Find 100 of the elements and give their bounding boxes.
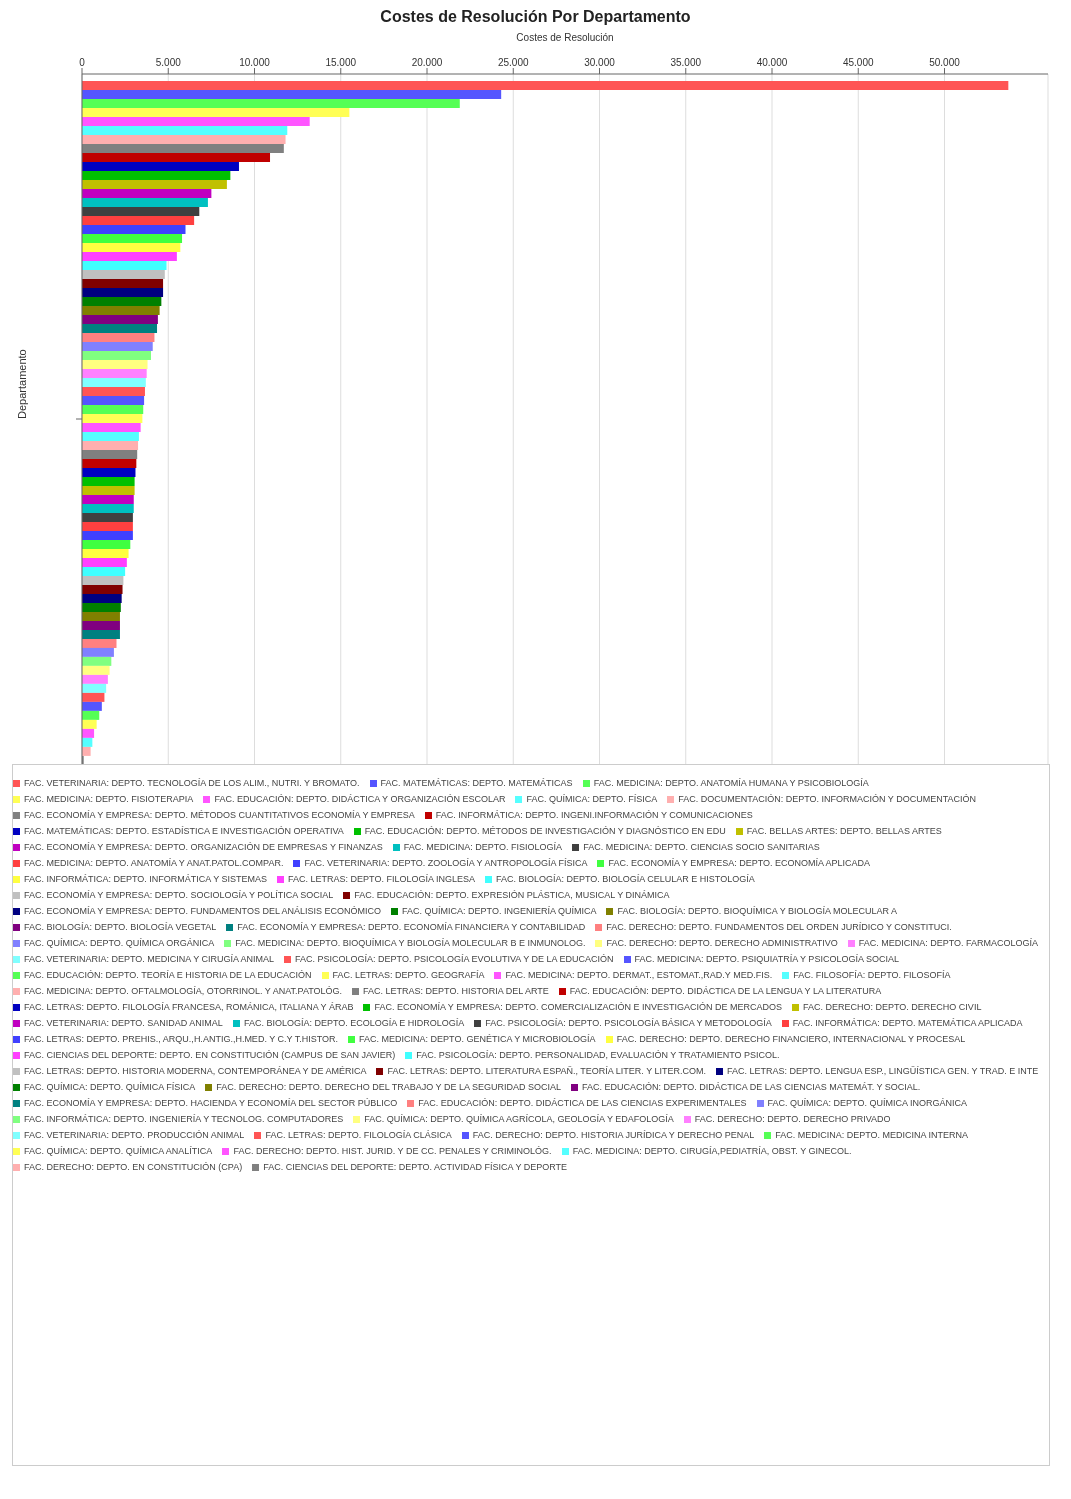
bar [82,458,137,468]
legend-label: FAC. ECONOMÍA Y EMPRESA: DEPTO. FUNDAMENTOS DEL ANÁLISIS ECONÓMICO [24,906,382,916]
bar [82,656,112,666]
legend-label: FAC. CIENCIAS DEL DEPORTE: DEPTO. EN CONSTITUCIÓN (CAMPUS DE SAN JAVIER) [24,1050,396,1060]
legend-label: FAC. ECONOMÍA Y EMPRESA: DEPTO. ORGANIZACIÓN DE EMPRESAS Y FINANZAS [24,842,383,852]
bar [82,476,135,486]
legend-label: FAC. EDUCACIÓN: DEPTO. DIDÁCTICA DE LAS CIENCIAS EXPERIMENTALES [418,1098,747,1108]
legend-label: FAC. LETRAS: DEPTO. LITERATURA ESPAÑ., TEORÍA LITER. Y LITER.COM. [387,1066,707,1076]
legend-label: FAC. CIENCIAS DEL DEPORTE: DEPTO. ACTIVIDAD FÍSICA Y DEPORTE [263,1162,568,1172]
x-tick-label: 50.000 [929,57,961,68]
legend-label: FAC. VETERINARIA: DEPTO. TECNOLOGÍA DE LOS ALIM., NUTRI. Y BROMATO. [24,778,360,788]
bar [82,170,231,180]
bar [82,494,134,504]
legend-label: FAC. QUÍMICA: DEPTO. QUÍMICA ORGÁNICA [24,938,215,948]
x-tick-label: 10.000 [239,57,271,68]
legend-label: FAC. MEDICINA: DEPTO. OFTALMOLOGÍA, OTORRINOL. Y ANAT.PATOLÓG. [24,986,343,996]
legend-label: FAC. QUÍMICA: DEPTO. QUÍMICA ANALÍTICA [24,1146,213,1156]
bar [82,251,177,261]
bar [82,728,95,738]
legend-label: FAC. ECONOMÍA Y EMPRESA: DEPTO. ECONOMÍA APLICADA [608,858,871,868]
bar [82,89,502,99]
bar [82,746,91,756]
bar [82,638,117,648]
legend-label: FAC. MATEMÁTICAS: DEPTO. MATEMÁTICAS [380,778,573,788]
bar [82,134,286,144]
legend-label: FAC. EDUCACIÓN: DEPTO. DIDÁCTICA DE LAS CIENCIAS MATEMÁT. Y SOCIAL. [581,1082,921,1092]
bar [82,233,183,243]
legend-label: FAC. MEDICINA: DEPTO. PSIQUIATRÍA Y PSICOLOGÍA SOCIAL [634,954,899,964]
legend-label: FAC. QUÍMICA: DEPTO. INGENIERÍA QUÍMICA [402,906,597,916]
bar [82,710,100,720]
legend-label: FAC. MEDICINA: DEPTO. ANATOMÍA Y ANAT.PATOL.COMPAR. [24,858,284,868]
bar [82,431,139,441]
x-tick-label: 35.000 [670,57,702,68]
bar [82,422,141,432]
bar [82,143,284,153]
legend-label: FAC. BIOLOGÍA: DEPTO. BIOQUÍMICA Y BIOLOGÍA MOLECULAR A [617,906,898,916]
bar [82,503,134,513]
legend-label: FAC. BIOLOGÍA: DEPTO. BIOLOGÍA CELULAR E HISTOLOGÍA [495,874,755,884]
legend-label: FAC. MATEMÁTICAS: DEPTO. ESTADÍSTICA E INVESTIGACIÓN OPERATIVA [24,826,344,836]
x-tick-label: 25.000 [497,57,529,68]
x-tick-label: 30.000 [584,57,616,68]
bar [82,413,143,423]
x-tick-label: 5.000 [155,57,182,68]
legend-label: FAC. MEDICINA: DEPTO. CIENCIAS SOCIO SANITARIAS [583,842,820,852]
bar [82,359,148,369]
legend-label: FAC. MEDICINA: DEPTO. BIOQUÍMICA Y BIOLOGÍA MOLECULAR B E INMUNOLOG. [235,938,586,948]
legend-label: FAC. FILOSOFÍA: DEPTO. FILOSOFÍA [793,970,951,980]
x-tick-label: 15.000 [325,57,357,68]
legend-label: FAC. INFORMÁTICA: DEPTO. INFORMÁTICA Y SISTEMAS [24,874,268,884]
legend-label: FAC. EDUCACIÓN: DEPTO. TEORÍA E HISTORIA DE LA EDUCACIÓN [24,970,312,980]
legend-label: FAC. ECONOMÍA Y EMPRESA: DEPTO. COMERCIALIZACIÓN E INVESTIGACIÓN DE MERCADOS [374,1002,783,1012]
legend-label: FAC. EDUCACIÓN: DEPTO. DIDÁCTICA Y ORGANIZACIÓN ESCOLAR [214,794,506,804]
legend-label: FAC. QUÍMICA: DEPTO. QUÍMICA FÍSICA [24,1082,196,1092]
bar [82,323,158,333]
bar [82,395,145,405]
bar [82,260,167,270]
legend-label: FAC. MEDICINA: DEPTO. FISIOLOGÍA [403,842,563,852]
bar [82,449,138,459]
legend-label: FAC. LETRAS: DEPTO. FILOLOGÍA CLÁSICA [265,1130,452,1140]
bar [82,548,129,558]
bar [82,530,133,540]
bar [82,674,108,684]
legend-label: FAC. MEDICINA: DEPTO. GENÉTICA Y MICROBIOLOGÍA [359,1034,596,1044]
legend-label: FAC. MEDICINA: DEPTO. FARMACOLOGÍA [858,938,1039,948]
bar [82,683,107,693]
legend-label: FAC. LETRAS: DEPTO. LENGUA ESP., LINGÜÍSTICA GEN. Y TRAD. E INTE [727,1066,1039,1076]
bar [82,197,208,207]
legend-label: FAC. LETRAS: DEPTO. FILOLOGÍA INGLESA [288,874,475,884]
legend-label: FAC. INFORMÁTICA: DEPTO. INGENIERÍA Y TECNOLOG. COMPUTADORES [24,1114,344,1124]
legend-label: FAC. ECONOMÍA Y EMPRESA: DEPTO. MÉTODOS CUANTITATIVOS ECONOMÍA Y EMPRESA [24,810,415,820]
legend-label: FAC. DERECHO: DEPTO. DERECHO CIVIL [803,1002,982,1012]
bar [82,377,146,387]
legend-label: FAC. LETRAS: DEPTO. HISTORIA MODERNA, CONTEMPORÁNEA Y DE AMÉRICA [24,1066,367,1076]
bar [82,350,151,360]
bar [82,665,110,675]
bar [82,188,212,198]
x-tick-label: 20.000 [411,57,443,68]
legend-label: FAC. ECONOMÍA Y EMPRESA: DEPTO. SOCIOLOGÍA Y POLÍTICA SOCIAL [24,890,334,900]
bar [82,386,145,396]
legend-label: FAC. DERECHO: DEPTO. EN CONSTITUCIÓN (CPA) [24,1162,243,1172]
x-tick-label: 40.000 [756,57,788,68]
bar [82,179,227,189]
bar [82,602,121,612]
legend-label: FAC. DERECHO: DEPTO. FUNDAMENTOS DEL ORDEN JURÍDICO Y CONSTITUCI. [606,922,952,932]
legend-label: FAC. BELLAS ARTES: DEPTO. BELLAS ARTES [746,826,942,836]
legend-label: FAC. INFORMÁTICA: DEPTO. INGENI.INFORMACIÓN Y COMUNICACIONES [435,810,753,820]
legend-label: FAC. QUÍMICA: DEPTO. FÍSICA [526,794,658,804]
legend-label: FAC. BIOLOGÍA: DEPTO. ECOLOGÍA E HIDROLOGÍA [243,1018,465,1028]
bar [82,593,122,603]
legend-label: FAC. ECONOMÍA Y EMPRESA: DEPTO. ECONOMÍA FINANCIERA Y CONTABILIDAD [237,922,586,932]
legend-label: FAC. VETERINARIA: DEPTO. PRODUCCIÓN ANIMAL [24,1130,245,1140]
legend-label: FAC. LETRAS: DEPTO. FILOLOGÍA FRANCESA, ROMÁNICA, ITALIANA Y ÁRAB [24,1002,354,1012]
bar [82,485,135,495]
bar [82,692,105,702]
bar [82,512,133,522]
y-axis-title: Departamento [15,349,28,419]
bar [82,152,271,162]
bar [82,629,120,639]
chart-title: Costes de Resolución Por Departamento [379,8,692,26]
bar [82,584,123,594]
